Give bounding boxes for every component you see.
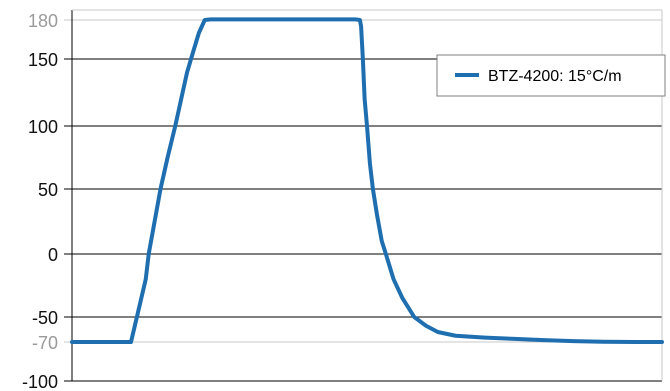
legend-label: BTZ-4200: 15°C/m xyxy=(488,68,622,85)
grid-layer xyxy=(64,19,662,382)
series-line-0 xyxy=(70,17,664,344)
y-tick-label-5: -50 xyxy=(32,308,58,328)
y-tick-label-7: -100 xyxy=(22,372,58,391)
legend: BTZ-4200: 15°C/m xyxy=(436,54,666,97)
series-layer xyxy=(70,17,664,344)
tick-label-layer: 180 150 100 50 0 -50 -70 -100 xyxy=(22,11,58,391)
y-tick-label-3: 50 xyxy=(38,180,58,200)
y-tick-label-4: 0 xyxy=(48,245,58,265)
y-tick-label-2: 100 xyxy=(28,117,58,137)
y-tick-label-6: -70 xyxy=(32,333,58,353)
y-tick-label-0: 180 xyxy=(28,11,58,31)
y-tick-label-1: 150 xyxy=(28,50,58,70)
